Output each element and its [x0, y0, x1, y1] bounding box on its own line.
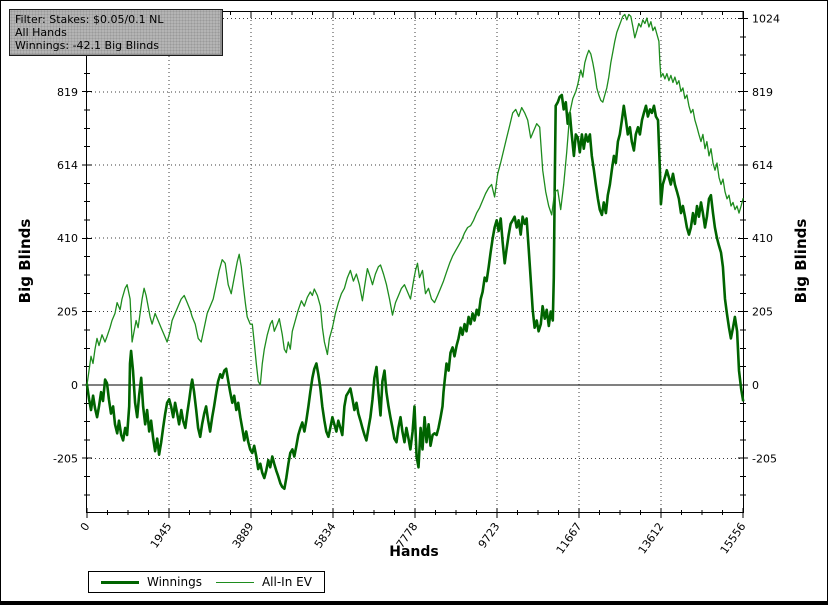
legend-label-winnings: Winnings [147, 575, 202, 589]
svg-text:0: 0 [752, 379, 759, 392]
svg-text:5834: 5834 [312, 520, 339, 550]
svg-text:1024: 1024 [752, 12, 780, 25]
legend-item-winnings[interactable]: Winnings [101, 575, 202, 589]
window-bottom-border [1, 601, 827, 604]
svg-text:3889: 3889 [230, 520, 257, 550]
legend-item-allin-ev[interactable]: All-In EV [215, 575, 312, 589]
svg-text:11667: 11667 [554, 520, 585, 556]
svg-text:13612: 13612 [636, 520, 667, 556]
legend: Winnings All-In EV [88, 571, 325, 593]
y-axis-title-left: Big Blinds [16, 218, 34, 304]
x-axis-title: Hands [389, 544, 439, 560]
filter-winnings-line: Winnings: -42.1 Big Blinds [15, 39, 159, 52]
svg-text:819: 819 [57, 86, 78, 99]
svg-text:0: 0 [71, 379, 78, 392]
svg-text:205: 205 [752, 306, 773, 319]
filter-hands-line: All Hands [15, 26, 67, 39]
plot-svg: -205-20500205205410410614614819819102410… [50, 12, 780, 556]
svg-text:1945: 1945 [148, 520, 175, 550]
filter-stakes-line: Filter: Stakes: $0.05/0.1 NL [15, 13, 164, 26]
svg-text:819: 819 [752, 86, 773, 99]
svg-text:-205: -205 [752, 452, 777, 465]
svg-text:410: 410 [57, 232, 78, 245]
allin-ev-line-swatch [215, 581, 254, 583]
svg-text:410: 410 [752, 232, 773, 245]
y-axis-title-right: Big Blinds [792, 218, 810, 304]
svg-text:15556: 15556 [718, 520, 749, 556]
winnings-series [85, 93, 745, 491]
svg-text:-205: -205 [53, 452, 78, 465]
svg-text:0: 0 [78, 520, 93, 533]
plot-area: -205-20500205205410410614614819819102410… [50, 11, 780, 556]
svg-text:614: 614 [57, 159, 78, 172]
filter-info-box: Filter: Stakes: $0.05/0.1 NL All Hands W… [9, 9, 223, 56]
all-in-ev-series [86, 13, 744, 386]
winnings-line-swatch [101, 580, 139, 584]
svg-text:205: 205 [57, 306, 78, 319]
legend-label-allin-ev: All-In EV [261, 575, 312, 589]
svg-text:614: 614 [752, 159, 773, 172]
svg-text:9723: 9723 [476, 520, 503, 550]
